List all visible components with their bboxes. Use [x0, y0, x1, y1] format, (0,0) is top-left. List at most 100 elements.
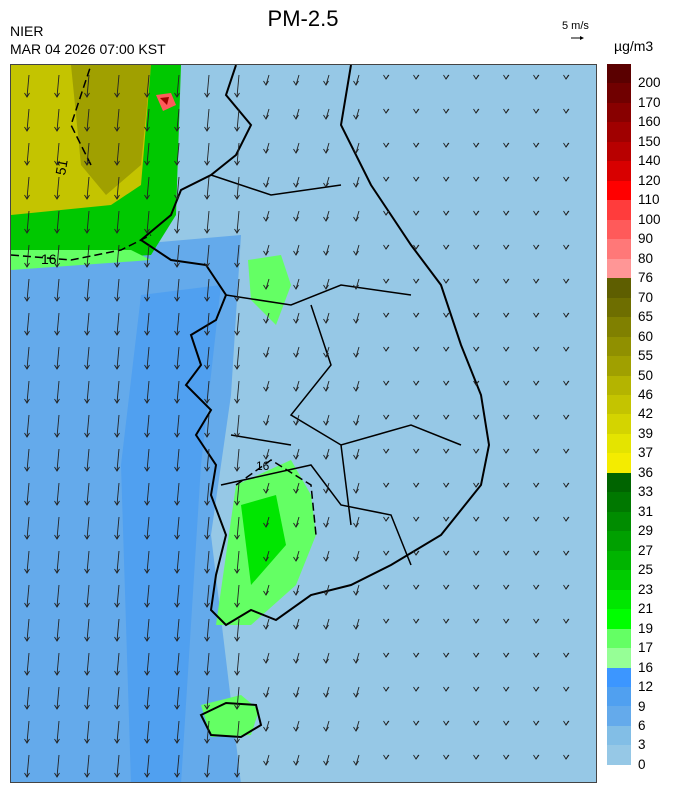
wind-arrow [234, 686, 240, 710]
wind-arrow [263, 74, 270, 86]
wind-arrow [443, 346, 450, 352]
colorbar-segment [607, 511, 631, 532]
wind-arrow [24, 278, 30, 302]
wind-arrow [383, 584, 390, 590]
wind-arrow [174, 176, 180, 200]
wind-arrow [144, 618, 150, 642]
wind-arrow [323, 210, 330, 222]
wind-arrow [24, 550, 30, 574]
wind-arrow [293, 516, 300, 528]
wind-arrow [473, 278, 480, 284]
wind-arrow [114, 584, 120, 608]
timestamp-label: MAR 04 2026 07:00 KST [10, 41, 166, 57]
wind-arrow [323, 754, 330, 766]
wind-arrow [144, 380, 150, 404]
colorbar-label: 120 [638, 172, 661, 188]
wind-arrow [563, 74, 570, 80]
wind-arrow [473, 346, 480, 352]
colorbar-segment [607, 122, 631, 142]
colorbar-label: 160 [638, 114, 661, 130]
wind-arrow [353, 210, 360, 222]
wind-arrow [473, 312, 480, 318]
colorbar-segment [607, 141, 631, 162]
wind-arrow [563, 244, 570, 250]
contour-label: 16 [41, 251, 57, 267]
wind-arrow [24, 142, 30, 166]
wind-arrow [84, 74, 90, 98]
wind-arrow [234, 142, 240, 166]
wind-arrow [323, 652, 330, 664]
wind-arrow [24, 754, 30, 778]
colorbar-segment [607, 706, 631, 726]
wind-arrow [54, 516, 60, 540]
colorbar-label: 23 [638, 581, 654, 597]
colorbar-segment [607, 531, 631, 551]
wind-arrow [54, 346, 60, 370]
wind-arrow [473, 210, 480, 216]
colorbar-label: 16 [638, 659, 654, 675]
wind-arrow [353, 584, 360, 596]
map-title: PM-2.5 [267, 6, 339, 31]
colorbar-label: 100 [638, 211, 661, 227]
colorbar-segment [607, 278, 631, 298]
wind-arrow [234, 244, 240, 268]
wind-arrow [114, 346, 120, 370]
wind-arrow [503, 74, 510, 80]
wind-arrow [204, 448, 210, 472]
coastline [139, 65, 491, 627]
wind-arrow [144, 74, 150, 98]
wind-arrow [443, 414, 450, 420]
wind-arrow [443, 448, 450, 454]
wind-arrow [533, 414, 540, 420]
wind-arrow [84, 516, 90, 540]
wind-arrow [54, 176, 60, 200]
wind-arrow [563, 176, 570, 182]
wind-arrow [533, 754, 540, 760]
wind-arrow [204, 754, 210, 778]
colorbar-segment [607, 472, 631, 493]
high-pm-core-region [71, 65, 151, 195]
wind-arrow [473, 142, 480, 148]
wind-arrow [174, 74, 180, 98]
wind-arrow [503, 652, 510, 658]
pm25-map: 51 16 16 [10, 64, 597, 783]
wind-arrow [204, 720, 210, 744]
wind-arrow [144, 210, 150, 234]
wind-arrow [353, 754, 360, 766]
wind-arrow [234, 448, 240, 472]
wind-arrow [503, 142, 510, 148]
wind-arrow [413, 516, 420, 522]
wind-arrow [293, 108, 300, 120]
wind-arrow [353, 278, 360, 290]
wind-arrow [84, 278, 90, 302]
wind-arrow [114, 380, 120, 404]
wind-arrow [383, 516, 390, 522]
wind-arrow [174, 108, 180, 132]
wind-arrow [24, 652, 30, 676]
colorbar-label: 65 [638, 309, 654, 325]
wind-arrow [503, 346, 510, 352]
wind-arrow [24, 686, 30, 710]
wind-arrow [263, 686, 270, 698]
wind-arrow [353, 244, 360, 256]
colorbar-segment [607, 628, 631, 649]
colorbar-segment [607, 64, 631, 84]
wind-arrow [174, 210, 180, 234]
wind-arrow [473, 244, 480, 250]
wind-arrow [263, 584, 270, 596]
wind-arrow [174, 482, 180, 506]
green-region-nw [11, 65, 181, 265]
colorbar-segment [607, 414, 631, 434]
wind-arrow [383, 720, 390, 726]
wind-arrow [54, 584, 60, 608]
wind-arrow [503, 380, 510, 386]
contour-label: 16 [256, 459, 270, 473]
wind-arrow [563, 720, 570, 726]
wind-arrow [293, 754, 300, 766]
wind-arrow [563, 550, 570, 556]
wind-arrow [144, 482, 150, 506]
wind-arrow [144, 754, 150, 778]
wind-arrow [263, 448, 270, 460]
wind-arrow [323, 686, 330, 698]
wind-arrow [204, 346, 210, 370]
